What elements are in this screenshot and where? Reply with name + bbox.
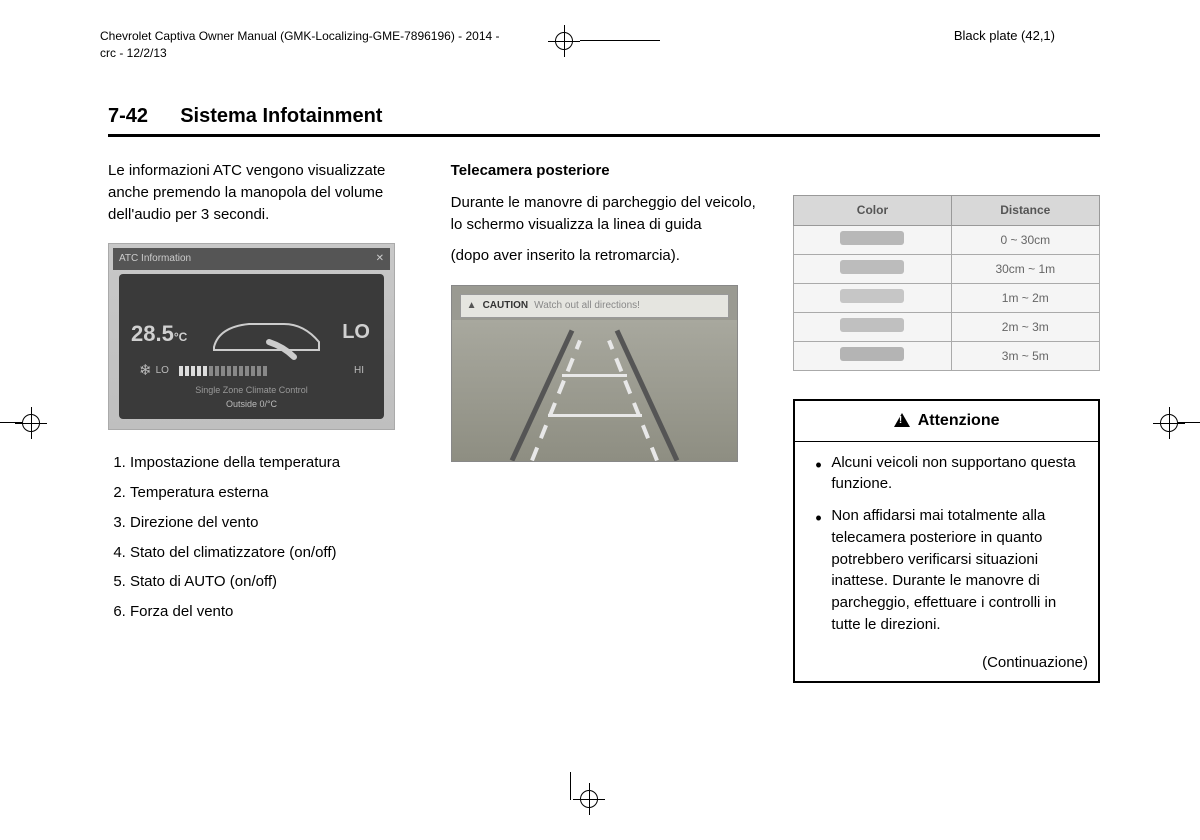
warning-triangle-icon bbox=[894, 413, 910, 427]
crop-mark-icon bbox=[22, 414, 40, 432]
distance-cell: 1m ~ 2m bbox=[951, 284, 1099, 313]
color-swatch bbox=[840, 231, 904, 245]
lo-display: LO bbox=[342, 318, 370, 347]
atc-subtitle-1: Single Zone Climate Control bbox=[119, 384, 384, 397]
table-row: 3m ~ 5m bbox=[794, 342, 1100, 371]
temp-value: 28.5 bbox=[131, 321, 174, 346]
list-item: Forza del vento bbox=[130, 601, 415, 623]
column-2: Telecamera posteriore Durante le manovre… bbox=[451, 160, 758, 683]
attention-heading: Attenzione bbox=[795, 401, 1098, 441]
color-swatch bbox=[840, 289, 904, 303]
rear-camera-heading: Telecamera posteriore bbox=[451, 160, 758, 182]
header-left: Chevrolet Captiva Owner Manual (GMK-Loca… bbox=[100, 28, 500, 62]
page-number: 7-42 bbox=[108, 105, 148, 127]
caution-label: CAUTION bbox=[483, 299, 529, 314]
distance-cell: 0 ~ 30cm bbox=[951, 226, 1099, 255]
atc-subtitle-2: Outside 0/°C bbox=[119, 398, 384, 411]
column-3: Color Distance 0 ~ 30cm 30cm ~ 1m 1m ~ 2… bbox=[793, 160, 1100, 683]
atc-bar-label: ATC Information bbox=[119, 252, 191, 267]
header-line2: crc - 12/2/13 bbox=[100, 46, 167, 60]
road-surface bbox=[452, 320, 737, 461]
atc-screenshot: ATC Information ✕ 28.5°C LO ❄ LO bbox=[108, 243, 395, 430]
attention-item: Alcuni veicoli non supportano questa fun… bbox=[819, 452, 1084, 496]
crop-mark-icon bbox=[1160, 414, 1178, 432]
fan-row: ❄ LO HI bbox=[139, 363, 364, 379]
atc-panel: 28.5°C LO ❄ LO HI Single Zone Climate C bbox=[119, 274, 384, 419]
distance-cell: 2m ~ 3m bbox=[951, 313, 1099, 342]
crop-mark-icon bbox=[580, 790, 598, 808]
temperature-display: 28.5°C bbox=[131, 318, 187, 350]
caution-text: Watch out all directions! bbox=[534, 299, 640, 314]
temp-unit: °C bbox=[174, 330, 187, 344]
close-icon: ✕ bbox=[376, 252, 384, 267]
fan-hi-label: HI bbox=[354, 364, 364, 379]
column-1: Le informazioni ATC vengono visualizzate… bbox=[108, 160, 415, 683]
header-line1: Chevrolet Captiva Owner Manual (GMK-Loca… bbox=[100, 29, 500, 43]
color-swatch bbox=[840, 347, 904, 361]
rear-camera-p2: (dopo aver inserito la retromarcia). bbox=[451, 245, 758, 267]
camera-screenshot: ▲ CAUTION Watch out all directions! bbox=[451, 285, 738, 462]
atc-intro-text: Le informazioni ATC vengono visualizzate… bbox=[108, 160, 415, 225]
distance-cell: 30cm ~ 1m bbox=[951, 255, 1099, 284]
page-title: Sistema Infotainment bbox=[180, 105, 382, 127]
attention-item: Non affidarsi mai totalmente alla teleca… bbox=[819, 505, 1084, 636]
crop-line bbox=[0, 422, 22, 423]
attention-title: Attenzione bbox=[918, 412, 1000, 429]
color-swatch bbox=[840, 318, 904, 332]
table-row: 1m ~ 2m bbox=[794, 284, 1100, 313]
crop-line bbox=[580, 40, 660, 41]
table-header: Color bbox=[794, 196, 951, 226]
distance-cell: 3m ~ 5m bbox=[951, 342, 1099, 371]
car-silhouette-icon bbox=[209, 312, 329, 362]
table-row: 0 ~ 30cm bbox=[794, 226, 1100, 255]
crop-line bbox=[570, 772, 571, 800]
list-item: Stato del climatizzatore (on/off) bbox=[130, 542, 415, 564]
warning-icon: ▲ bbox=[467, 299, 477, 314]
continuation-label: (Continuazione) bbox=[795, 652, 1098, 682]
atc-numbered-list: Impostazione della temperatura Temperatu… bbox=[108, 452, 415, 623]
list-item: Impostazione della temperatura bbox=[130, 452, 415, 474]
crop-mark-icon bbox=[555, 32, 573, 50]
list-item: Stato di AUTO (on/off) bbox=[130, 571, 415, 593]
guide-lines-icon bbox=[452, 320, 737, 461]
attention-body: Alcuni veicoli non supportano questa fun… bbox=[795, 442, 1098, 652]
table-header: Distance bbox=[951, 196, 1099, 226]
attention-box: Attenzione Alcuni veicoli non supportano… bbox=[793, 399, 1100, 683]
table-row: 30cm ~ 1m bbox=[794, 255, 1100, 284]
color-swatch bbox=[840, 260, 904, 274]
table-row: 2m ~ 3m bbox=[794, 313, 1100, 342]
rear-camera-p1: Durante le manovre di parcheggio del vei… bbox=[451, 192, 758, 236]
snowflake-icon: ❄ bbox=[139, 360, 152, 382]
header-right: Black plate (42,1) bbox=[954, 28, 1055, 43]
crop-line bbox=[1178, 422, 1200, 423]
table-header-row: Color Distance bbox=[794, 196, 1100, 226]
list-item: Temperatura esterna bbox=[130, 482, 415, 504]
atc-titlebar: ATC Information ✕ bbox=[113, 248, 390, 270]
list-item: Direzione del vento bbox=[130, 512, 415, 534]
page-header: 7-42 Sistema Infotainment bbox=[108, 105, 1100, 137]
fan-bars bbox=[179, 366, 344, 376]
caution-banner: ▲ CAUTION Watch out all directions! bbox=[460, 294, 729, 318]
content-columns: Le informazioni ATC vengono visualizzate… bbox=[108, 160, 1100, 683]
distance-table: Color Distance 0 ~ 30cm 30cm ~ 1m 1m ~ 2… bbox=[793, 195, 1100, 371]
fan-lo-label: LO bbox=[156, 364, 169, 379]
